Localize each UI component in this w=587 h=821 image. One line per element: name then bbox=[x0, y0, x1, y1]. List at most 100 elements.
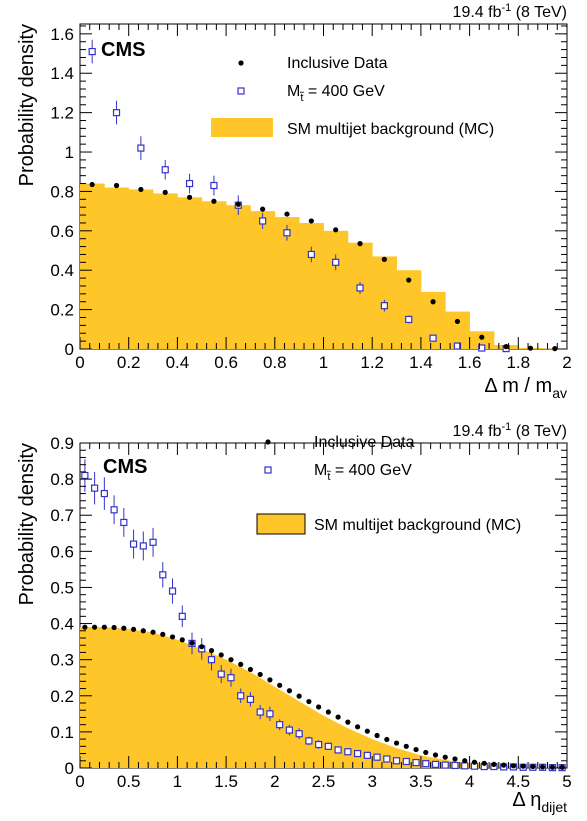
signal-point bbox=[285, 726, 294, 734]
data-point bbox=[169, 634, 176, 640]
x-axis-title-subscript: dijet bbox=[541, 799, 567, 815]
data-point bbox=[150, 629, 156, 635]
data-point bbox=[257, 671, 263, 678]
x-tick-label: 5 bbox=[562, 772, 571, 791]
y-tick-label: 0.6 bbox=[50, 222, 74, 241]
signal-point bbox=[168, 587, 177, 595]
data-point bbox=[308, 218, 314, 224]
data-point bbox=[527, 345, 534, 351]
signal-point bbox=[227, 674, 235, 682]
signal-point bbox=[356, 284, 364, 292]
data-point bbox=[345, 719, 351, 725]
signal-point bbox=[129, 540, 138, 548]
x-tick-label: 0 bbox=[75, 353, 84, 372]
x-tick-label: 0.8 bbox=[263, 353, 287, 372]
legend-signal-mass: M bbox=[314, 462, 327, 479]
y-tick-label: 0.7 bbox=[50, 506, 74, 525]
y-axis-title: Probability density bbox=[16, 443, 38, 605]
signal-point bbox=[81, 471, 89, 480]
legend-signal-label: Mt̃ = 400 GeV bbox=[314, 462, 412, 483]
luminosity-exponent: -1 bbox=[501, 421, 511, 433]
signal-point bbox=[405, 315, 413, 324]
background-bar bbox=[201, 201, 227, 349]
y-tick-label: 0.4 bbox=[50, 261, 74, 280]
data-point bbox=[186, 194, 193, 200]
data-point bbox=[260, 206, 266, 212]
data-point bbox=[284, 211, 290, 217]
data-point bbox=[238, 661, 244, 667]
x-tick-label: 1 bbox=[319, 353, 328, 372]
signal-point bbox=[217, 670, 225, 678]
signal-point bbox=[402, 757, 410, 766]
signal-point bbox=[422, 760, 430, 768]
data-point bbox=[530, 763, 536, 770]
data-point bbox=[277, 682, 283, 688]
signal-point bbox=[91, 484, 99, 492]
x-axis-title-main: Δ η bbox=[512, 789, 541, 811]
x-tick-label: 1.5 bbox=[214, 772, 238, 791]
legend-signal-value: = 400 GeV bbox=[330, 462, 412, 479]
data-point bbox=[471, 759, 478, 765]
signal-point bbox=[283, 229, 291, 237]
signal-point bbox=[210, 181, 218, 190]
signal-point bbox=[207, 656, 216, 664]
data-point bbox=[335, 714, 341, 720]
x-tick-label: 1.6 bbox=[458, 353, 482, 372]
signal-point bbox=[441, 761, 449, 769]
background-bar bbox=[323, 230, 349, 349]
x-tick-label: 4.5 bbox=[506, 772, 530, 791]
signal-point bbox=[120, 518, 128, 527]
signal-point bbox=[315, 740, 323, 749]
data-point bbox=[503, 344, 509, 350]
data-point bbox=[406, 277, 412, 283]
legend-background-label: SM multijet background (MC) bbox=[287, 121, 494, 138]
data-point bbox=[111, 624, 117, 631]
signal-point bbox=[373, 753, 381, 761]
background-bar bbox=[177, 197, 203, 349]
data-point bbox=[413, 746, 419, 753]
data-point bbox=[452, 756, 458, 762]
y-tick-label: 0 bbox=[65, 759, 74, 778]
cms-label: CMS bbox=[103, 456, 147, 478]
x-tick-label: 4 bbox=[465, 772, 474, 791]
signal-point bbox=[451, 761, 459, 770]
signal-point bbox=[178, 612, 186, 620]
y-tick-label: 1.6 bbox=[50, 25, 74, 44]
y-tick-label: 0.9 bbox=[50, 434, 74, 453]
data-point bbox=[82, 624, 88, 630]
signal-point bbox=[149, 538, 157, 546]
data-point bbox=[357, 241, 363, 247]
data-point bbox=[160, 631, 166, 637]
signal-point bbox=[161, 166, 169, 174]
signal-point bbox=[237, 692, 245, 700]
data-point bbox=[364, 728, 370, 734]
y-tick-label: 1 bbox=[65, 143, 74, 162]
data-point bbox=[130, 626, 137, 632]
data-point bbox=[432, 752, 439, 758]
background-area bbox=[80, 627, 567, 768]
signal-point bbox=[159, 571, 167, 579]
signal-point bbox=[431, 760, 440, 768]
background-bar bbox=[80, 183, 105, 349]
signal-point bbox=[478, 344, 486, 352]
background-bar bbox=[104, 187, 130, 349]
data-point bbox=[296, 693, 302, 699]
luminosity-label: 19.4 fb-1 (8 TeV) bbox=[453, 421, 567, 440]
energy-label: (8 TeV) bbox=[511, 4, 567, 21]
data-point bbox=[374, 732, 380, 739]
legend-signal-marker bbox=[237, 87, 245, 95]
data-point bbox=[92, 624, 98, 630]
data-point bbox=[393, 740, 400, 746]
data-point bbox=[491, 761, 497, 767]
chart-panel-2: 0 0.5 1 1.5 2 2.5 3 3.5 4 4.5 5 0 0.1 0.2 0.3 0.4 0.5 0.6… bbox=[16, 421, 572, 815]
background-bar bbox=[226, 205, 251, 349]
signal-point bbox=[353, 749, 362, 758]
data-point bbox=[423, 749, 429, 756]
data-point bbox=[403, 743, 409, 749]
signal-point bbox=[334, 746, 342, 754]
data-point bbox=[113, 182, 120, 189]
background-bar bbox=[469, 331, 495, 349]
legend-signal-subscript: t̃ bbox=[326, 470, 331, 483]
data-point bbox=[211, 198, 217, 204]
